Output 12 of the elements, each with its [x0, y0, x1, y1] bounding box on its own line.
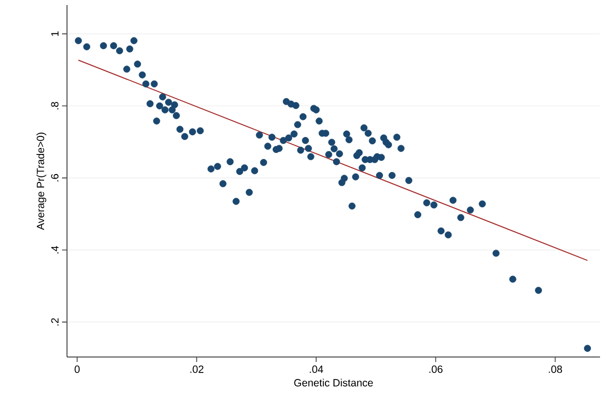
y-tick-label: .2: [51, 318, 58, 326]
x-tick-label: .02: [190, 366, 204, 373]
x-axis-title: Genetic Distance: [294, 378, 373, 386]
y-axis-title: Average Pr(Trade>0): [36, 132, 46, 230]
y-tick-label: .8: [51, 102, 58, 110]
x-tick-label: .06: [429, 366, 443, 373]
y-tick-label: 1: [51, 31, 58, 36]
y-tick-label: .4: [51, 246, 58, 254]
x-tick-label: .04: [310, 366, 324, 373]
x-tick-label: .08: [548, 366, 562, 373]
x-tick-label: 0: [74, 366, 80, 373]
y-tick-label: .6: [51, 174, 58, 182]
